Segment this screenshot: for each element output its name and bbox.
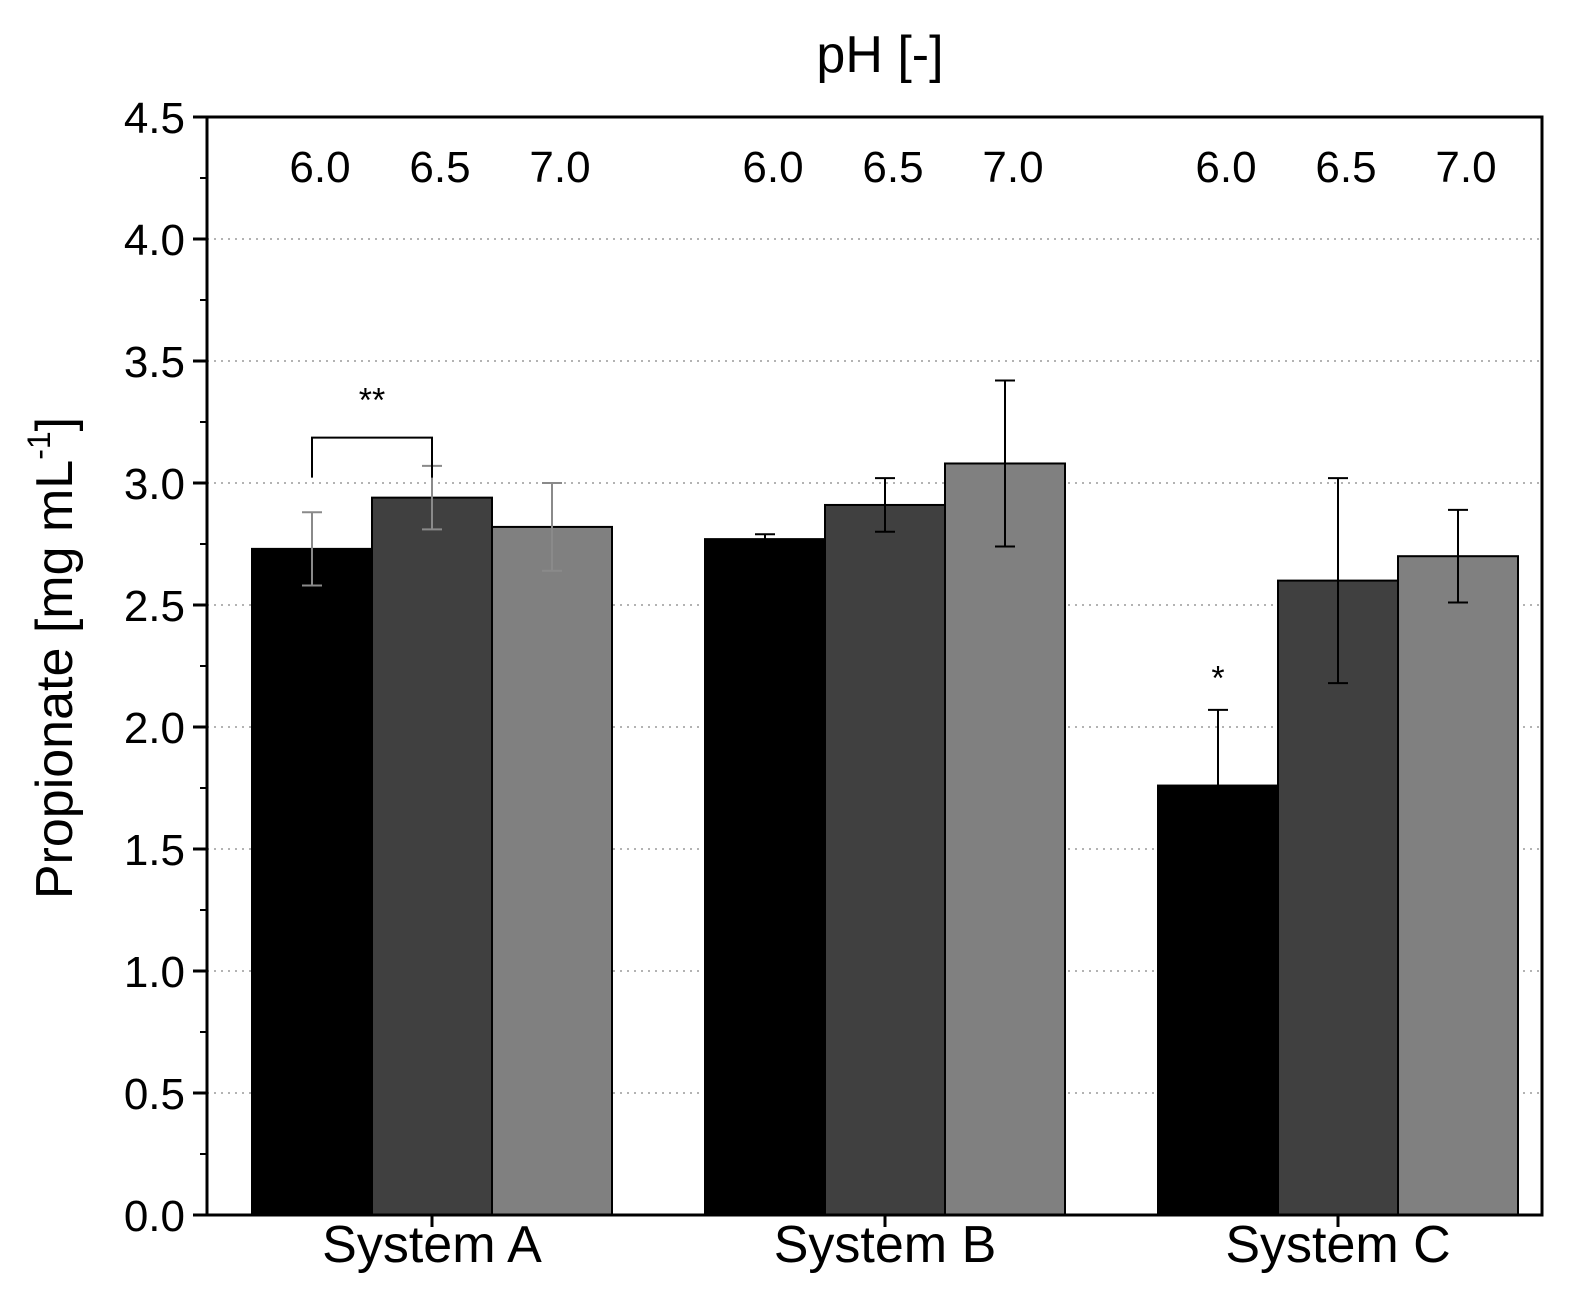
y-tick-label: 4.5: [124, 94, 185, 143]
bar: [1397, 555, 1519, 1216]
y-tick-label: 3.5: [124, 338, 185, 387]
y-tick-label: 2.5: [124, 582, 185, 631]
error-bar-layer: [302, 379, 1468, 863]
bar: [704, 538, 826, 1216]
bar: [491, 525, 613, 1216]
significance-bracket: [311, 436, 433, 478]
ph-label: 7.0: [1435, 143, 1496, 192]
x-category-label: System A: [322, 1216, 542, 1274]
significance-marker: **: [359, 382, 385, 420]
x-category-label: System C: [1225, 1216, 1450, 1274]
x-category-label: System B: [774, 1216, 997, 1274]
y-tick-label: 0.5: [124, 1070, 185, 1119]
ph-label: 7.0: [982, 143, 1043, 192]
y-tick-label: 1.0: [124, 948, 185, 997]
ph-label: 6.5: [1315, 143, 1376, 192]
ph-label: 6.0: [742, 143, 803, 192]
bar: [371, 496, 493, 1216]
ph-label: 6.5: [409, 143, 470, 192]
y-axis-label-superscript: -1: [21, 431, 57, 459]
tick-layer: [193, 115, 1340, 1227]
y-tick-label: 1.5: [124, 826, 185, 875]
bar: [251, 547, 373, 1216]
significance-marker: *: [1211, 659, 1224, 697]
bar: [944, 462, 1066, 1217]
y-axis-label-main: Propionate [mg mL: [26, 460, 84, 899]
ph-label: 6.0: [289, 143, 350, 192]
bar: [824, 503, 946, 1216]
ph-label: 7.0: [529, 143, 590, 192]
y-tick-label: 3.0: [124, 460, 185, 509]
y-tick-label: 0.0: [124, 1192, 185, 1241]
ph-label: 6.0: [1195, 143, 1256, 192]
y-tick-label: 2.0: [124, 704, 185, 753]
annotation-layer: ***: [311, 382, 1225, 697]
y-axis-label-close: ]: [26, 417, 84, 431]
ph-label: 6.5: [862, 143, 923, 192]
label-layer: pH [-] Propionate [mg mL-1] 0.0 0.5 1.0 1.5…: [21, 26, 1497, 1274]
bar-layer: [251, 462, 1519, 1217]
bar: [1277, 579, 1399, 1216]
y-axis-label: Propionate [mg mL-1]: [21, 417, 84, 899]
y-tick-label: 4.0: [124, 216, 185, 265]
chart-title: pH [-]: [816, 26, 943, 84]
